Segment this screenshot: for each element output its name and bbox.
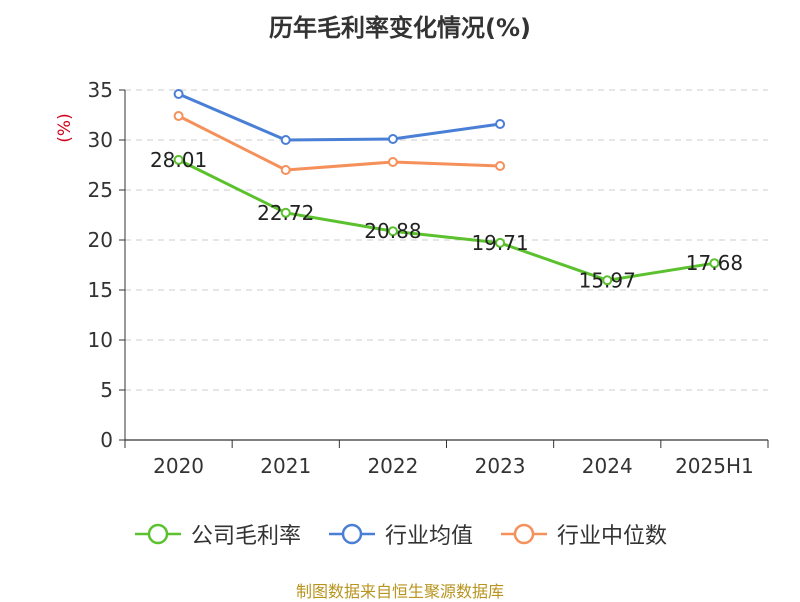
y-tick-label: 25 xyxy=(88,178,113,202)
legend-swatch-icon xyxy=(134,523,181,545)
data-point xyxy=(280,135,291,145)
data-point xyxy=(173,111,184,121)
y-tick-label: 35 xyxy=(88,78,113,102)
data-point xyxy=(280,207,291,218)
data-label: 15.97 xyxy=(579,268,636,292)
chart-title: 历年毛利率变化情况(%) xyxy=(269,14,531,42)
legend-label: 行业均值 xyxy=(384,524,473,549)
data-label: 20.88 xyxy=(364,219,421,243)
source-note: 制图数据来自恒生聚源数据库 xyxy=(295,582,504,601)
data-point xyxy=(280,165,291,175)
legend-label: 公司毛利率 xyxy=(190,524,301,549)
y-tick-label: 15 xyxy=(88,278,113,302)
data-point xyxy=(709,258,720,269)
legend: 公司毛利率 行业均值 行业中位数 xyxy=(0,518,800,550)
x-tick-label: 2020 xyxy=(153,454,204,478)
y-tick-label: 0 xyxy=(100,428,113,452)
y-tick-label: 5 xyxy=(100,378,113,402)
gridlines xyxy=(125,89,768,391)
data-point xyxy=(387,226,398,237)
legend-swatch-icon xyxy=(501,523,547,545)
data-label: 22.72 xyxy=(257,201,314,225)
x-tick-label: 2022 xyxy=(367,454,418,478)
y-tick-label: 20 xyxy=(88,228,113,252)
axes: 0 5 10 15 20 25 30 35 2020 2021 2022 2023 2024 2025H1 xyxy=(88,78,769,478)
legend-label: 行业中位数 xyxy=(557,524,668,549)
data-point xyxy=(602,275,613,286)
data-label: 17.68 xyxy=(686,251,743,275)
data-labels: 28.01 22.72 20.88 19.71 15.97 17.68 xyxy=(150,148,743,292)
series-line xyxy=(177,92,501,142)
legend-swatch-icon xyxy=(328,523,375,545)
x-tick-label: 2024 xyxy=(582,454,633,478)
series-line xyxy=(177,158,715,282)
x-tick-label: 2025H1 xyxy=(675,454,754,478)
data-point xyxy=(387,157,398,167)
y-tick-label: 30 xyxy=(88,128,113,152)
x-tick-label: 2023 xyxy=(475,454,526,478)
series-line xyxy=(177,114,501,172)
y-tick-label: 10 xyxy=(88,328,113,352)
x-tick-label: 2021 xyxy=(260,454,311,478)
data-point xyxy=(495,119,506,129)
data-point xyxy=(495,237,506,248)
data-label: 28.01 xyxy=(150,148,207,172)
legend-item[interactable]: 行业中位数 xyxy=(499,518,667,550)
data-point xyxy=(173,89,184,99)
legend-item[interactable]: 行业均值 xyxy=(327,518,473,550)
data-point xyxy=(173,154,184,165)
series xyxy=(173,89,720,286)
y-axis-title: (%) xyxy=(55,113,75,142)
data-point xyxy=(495,161,506,171)
legend-item[interactable]: 公司毛利率 xyxy=(133,518,301,550)
data-label: 19.71 xyxy=(471,231,528,255)
data-point xyxy=(387,134,398,144)
